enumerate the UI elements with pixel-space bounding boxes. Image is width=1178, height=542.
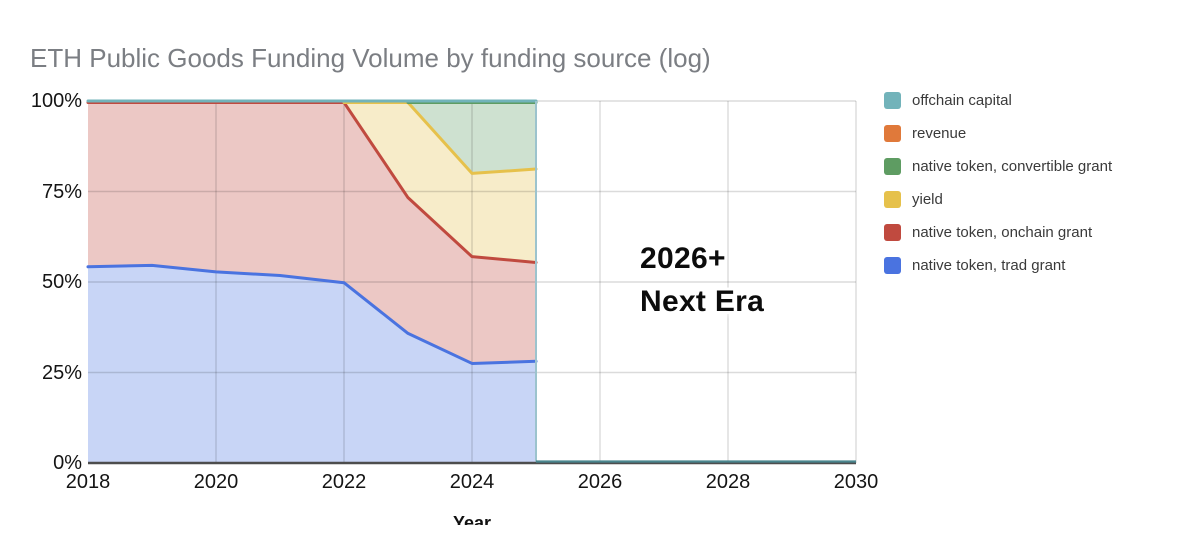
y-tick-label: 50% — [41, 271, 82, 293]
area-native-token-trad-grant — [88, 265, 536, 463]
x-tick-label: 2026 — [577, 471, 623, 493]
x-tick-label: 2020 — [193, 471, 239, 493]
legend-item: native token, onchain grant — [884, 224, 1112, 241]
y-tick-label: 0% — [53, 452, 82, 474]
x-axis-label-clip: Year — [88, 512, 856, 525]
legend-label: offchain capital — [912, 92, 1012, 109]
y-tick-label: 100% — [30, 90, 82, 112]
legend-swatch — [884, 125, 901, 142]
legend-item: native token, trad grant — [884, 257, 1112, 274]
chart-title: ETH Public Goods Funding Volume by fundi… — [30, 43, 711, 73]
x-tick-label: 2030 — [833, 471, 879, 493]
legend-label: yield — [912, 191, 943, 208]
legend-label: native token, onchain grant — [912, 224, 1093, 241]
x-tick-label: 2024 — [449, 471, 495, 493]
era-annotation-line2: Next Era — [640, 285, 765, 318]
legend: offchain capital revenue native token, con… — [884, 92, 1112, 290]
legend-swatch — [884, 92, 901, 109]
legend-swatch — [884, 257, 901, 274]
legend-item: offchain capital — [884, 92, 1112, 109]
line-native-token-trad-grant — [86, 263, 538, 365]
y-tick-label: 25% — [41, 361, 82, 384]
area-yield — [88, 102, 536, 263]
legend-item: native token, convertible grant — [884, 158, 1112, 175]
legend-item: revenue — [884, 125, 1112, 142]
legend-swatch — [884, 158, 901, 175]
x-tick-label: 2028 — [705, 471, 751, 493]
legend-label: revenue — [912, 125, 967, 142]
era-annotation: 2026+ Next Era — [640, 237, 764, 323]
y-tick-label: 75% — [41, 180, 82, 203]
legend-label: native token, convertible grant — [912, 158, 1113, 175]
area-native-token-onchain-grant — [88, 102, 536, 364]
era-annotation-line1: 2026+ — [640, 242, 726, 275]
legend-swatch — [884, 191, 901, 208]
x-tick-label: 2018 — [65, 471, 111, 493]
x-axis-label: Year — [452, 513, 492, 525]
legend-item: yield — [884, 191, 1112, 208]
legend-swatch — [884, 224, 901, 241]
legend-label: native token, trad grant — [912, 257, 1066, 274]
x-tick-label: 2022 — [321, 471, 367, 493]
